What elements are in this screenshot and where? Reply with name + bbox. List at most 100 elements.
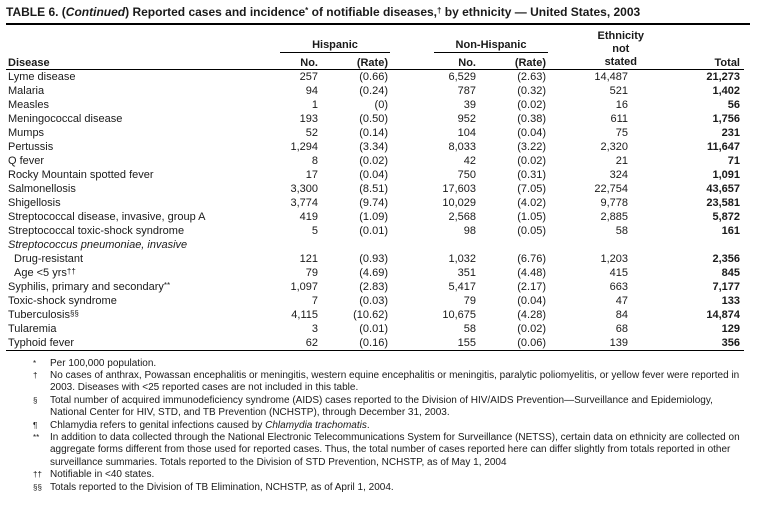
cell-nonhispanic-rate: (4.28) <box>517 308 546 321</box>
cell-nonhispanic-rate: (3.22) <box>517 140 546 153</box>
text-segment: TABLE 6. ( <box>6 5 66 19</box>
cell-nonhispanic-no: 58 <box>463 322 476 335</box>
cell-nonhispanic-no: 155 <box>390 335 478 351</box>
table-row: Tuberculosis§§ 4,115 (10.62) 10,675 (4.28) 84… <box>6 308 744 322</box>
cell-not-stated: 58 <box>615 224 628 237</box>
table-row: Meningococcal disease 193 (0.50) 952 (0.38) 6… <box>6 112 744 126</box>
cell-not-stated: 9,778 <box>600 196 628 209</box>
table-row: Tularemia 3 (0.01) 58 (0.02) 68 129 <box>6 322 744 336</box>
cell-hispanic-rate: (0.04) <box>359 168 388 181</box>
text-segment: by ethnicity — United States, 2003 <box>441 5 641 19</box>
text-segment: . <box>366 419 370 431</box>
cell-nonhispanic-rate: (0.02) <box>517 322 546 335</box>
cell-total: 43,657 <box>706 182 740 195</box>
cell-nonhispanic-rate: (0.06) <box>478 335 548 351</box>
table-row: Streptococcal toxic-shock syndrome 5 (0.01… <box>6 224 744 238</box>
cell-nonhispanic-rate: (4.48) <box>517 266 546 279</box>
text-segment: No cases of anthrax, Powassan encephalit… <box>50 369 740 394</box>
disease-name: Tuberculosis§§ <box>8 308 79 321</box>
cell-not-stated: 75 <box>615 126 628 139</box>
text-segment: Total number of acquired immunodeficienc… <box>50 394 713 419</box>
cell-total: 5,872 <box>712 210 740 223</box>
cell-nonhispanic-no: 787 <box>457 84 476 97</box>
cell-hispanic-rate: (0) <box>374 98 388 111</box>
cell-total: 71 <box>727 154 740 167</box>
text-segment: Per 100,000 population. <box>50 357 157 369</box>
disease-name: Salmonellosis <box>8 182 76 195</box>
cell-total: 356 <box>644 335 744 351</box>
table-row: Shigellosis 3,774 (9.74) 10,029 (4.02) 9,778 2… <box>6 196 744 210</box>
cell-not-stated: 14,487 <box>594 70 628 83</box>
cell-total: 7,177 <box>712 280 740 293</box>
cell-not-stated: 521 <box>609 84 628 97</box>
cell-hispanic-rate: (1.09) <box>359 210 388 223</box>
cell-nonhispanic-no: 10,675 <box>442 308 476 321</box>
cell-hispanic-rate: (2.83) <box>359 280 388 293</box>
footnote-text: Chlamydia refers to genital infections c… <box>50 420 750 432</box>
footnote-reference: §§ <box>69 308 79 318</box>
footnote: § Total number of acquired immunodeficien… <box>6 395 750 420</box>
disease-name: Rocky Mountain spotted fever <box>8 168 154 181</box>
cell-nonhispanic-no: 42 <box>463 154 476 167</box>
footnote: †† Notifiable in <40 states. <box>6 469 750 481</box>
cell-nonhispanic-rate: (0.32) <box>517 84 546 97</box>
cell-nonhispanic-no <box>390 238 478 252</box>
text-segment: ) Reported cases and incidence <box>125 5 306 19</box>
disease-name: Measles <box>8 98 49 111</box>
cell-hispanic-no: 62 <box>246 335 320 351</box>
cell-total: 231 <box>721 126 740 139</box>
disease-name: Lyme disease <box>8 70 76 83</box>
disease-name: Streptococcal toxic-shock syndrome <box>8 224 185 237</box>
cell-hispanic-no: 1,097 <box>290 280 318 293</box>
text-segment: Totals reported to the Division of TB El… <box>50 481 394 493</box>
footnote-text: Per 100,000 population. <box>50 358 750 370</box>
table-row: Typhoid fever 62 (0.16) 155 (0.06) 139 356 <box>6 335 744 351</box>
cell-total: 133 <box>721 294 740 307</box>
table-row: Syphilis, primary and secondary** 1,097 (2… <box>6 280 744 294</box>
cell-nonhispanic-no: 5,417 <box>448 280 476 293</box>
cell-total: 129 <box>721 322 740 335</box>
cell-total <box>644 238 744 252</box>
disease-name: Q fever <box>8 154 45 167</box>
table-row: Toxic-shock syndrome 7 (0.03) 79 (0.04) 47 133 <box>6 294 744 308</box>
text-segment: Chlamydia trachomatis <box>265 419 367 431</box>
cell-nonhispanic-no: 98 <box>463 224 476 237</box>
cell-total: 1,402 <box>712 84 740 97</box>
cell-nonhispanic-no: 17,603 <box>442 182 476 195</box>
header-sub-row: No. (Rate) No. (Rate) <box>6 53 744 70</box>
cell-nonhispanic-rate: (0.05) <box>517 224 546 237</box>
cell-total: 11,647 <box>706 140 740 153</box>
cell-hispanic-no: 52 <box>305 126 318 139</box>
cell-nonhispanic-rate: (2.63) <box>517 70 546 83</box>
footnote-text: Total number of acquired immunodeficienc… <box>50 395 750 420</box>
cell-hispanic-rate: (9.74) <box>359 196 388 209</box>
col-group-non-hispanic: Non-Hispanic <box>390 25 548 53</box>
cell-hispanic-rate: (3.34) <box>359 140 388 153</box>
text-segment: * <box>305 6 309 15</box>
cell-nonhispanic-rate: (0.04) <box>517 294 546 307</box>
disease-name: Syphilis, primary and secondary** <box>8 280 171 293</box>
footnote: §§ Totals reported to the Division of TB … <box>6 482 750 494</box>
table-row: Mumps 52 (0.14) 104 (0.04) 75 231 <box>6 126 744 140</box>
footnote-marker: §§ <box>33 482 42 492</box>
cell-hispanic-rate: (0.66) <box>359 70 388 83</box>
cell-hispanic-rate: (0.50) <box>359 112 388 125</box>
cell-not-stated: 68 <box>615 322 628 335</box>
cell-nonhispanic-no: 750 <box>457 168 476 181</box>
cell-nonhispanic-rate: (0.38) <box>517 112 546 125</box>
cell-nonhispanic-rate: (0.31) <box>517 168 546 181</box>
col-group-hispanic-label: Hispanic <box>280 39 390 53</box>
table-row: Pertussis 1,294 (3.34) 8,033 (3.22) 2,320 11,6… <box>6 140 744 154</box>
cell-nonhispanic-no: 79 <box>463 294 476 307</box>
cell-nonhispanic-no: 952 <box>457 112 476 125</box>
footnote: * Per 100,000 population. <box>6 358 750 370</box>
cell-total: 845 <box>721 266 740 279</box>
cell-hispanic-no: 419 <box>299 210 318 223</box>
col-header-non-hispanic-no: No. <box>390 53 478 70</box>
table-row: Lyme disease 257 (0.66) 6,529 (2.63) 14,487 21… <box>6 69 744 84</box>
cell-nonhispanic-rate: (4.02) <box>517 196 546 209</box>
cell-hispanic-rate: (0.02) <box>359 154 388 167</box>
cell-total: 1,091 <box>712 168 740 181</box>
cell-total: 21,273 <box>706 70 740 83</box>
cell-nonhispanic-rate: (2.17) <box>517 280 546 293</box>
